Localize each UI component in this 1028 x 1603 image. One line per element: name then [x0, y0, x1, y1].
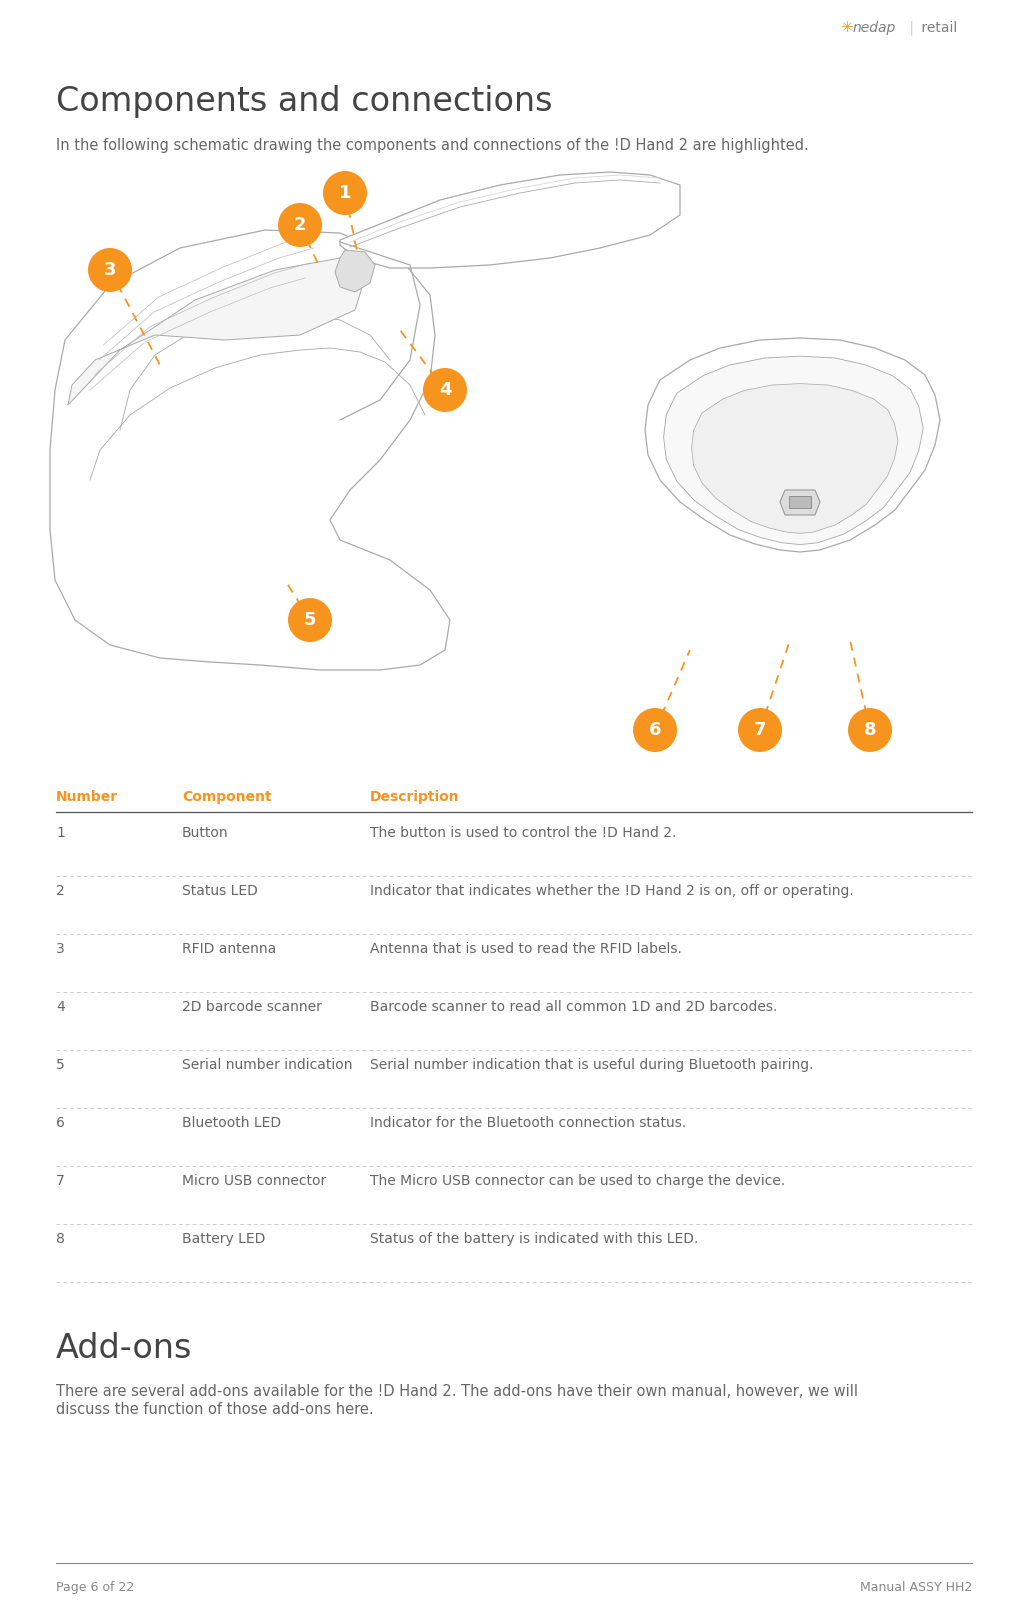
Text: Manual ASSY HH2: Manual ASSY HH2 — [859, 1581, 972, 1593]
Text: 2D barcode scanner: 2D barcode scanner — [182, 1000, 322, 1015]
Text: 1: 1 — [56, 826, 65, 840]
Text: Components and connections: Components and connections — [56, 85, 552, 119]
Text: Number: Number — [56, 790, 118, 805]
Text: |: | — [905, 21, 914, 35]
Text: ✳: ✳ — [840, 21, 853, 35]
Text: Button: Button — [182, 826, 228, 840]
Text: 4: 4 — [56, 1000, 65, 1015]
Polygon shape — [692, 383, 898, 534]
Polygon shape — [645, 338, 940, 551]
Text: retail: retail — [917, 21, 957, 35]
Polygon shape — [335, 250, 375, 292]
Text: 2: 2 — [294, 216, 306, 234]
Text: Micro USB connector: Micro USB connector — [182, 1173, 326, 1188]
Text: 7: 7 — [754, 721, 766, 739]
Polygon shape — [68, 258, 365, 406]
Circle shape — [323, 172, 367, 215]
Text: The Micro USB connector can be used to charge the device.: The Micro USB connector can be used to c… — [370, 1173, 785, 1188]
Text: Indicator for the Bluetooth connection status.: Indicator for the Bluetooth connection s… — [370, 1116, 687, 1130]
Bar — [790, 495, 811, 508]
Polygon shape — [50, 229, 450, 670]
Text: RFID antenna: RFID antenna — [182, 943, 277, 955]
Text: 6: 6 — [56, 1116, 65, 1130]
Text: 7: 7 — [56, 1173, 65, 1188]
Text: 3: 3 — [56, 943, 65, 955]
Text: Antenna that is used to read the RFID labels.: Antenna that is used to read the RFID la… — [370, 943, 682, 955]
Polygon shape — [664, 356, 923, 545]
Text: Barcode scanner to read all common 1D and 2D barcodes.: Barcode scanner to read all common 1D an… — [370, 1000, 777, 1015]
Text: 6: 6 — [649, 721, 661, 739]
Circle shape — [738, 709, 782, 752]
Circle shape — [633, 709, 677, 752]
Text: Indicator that indicates whether the !D Hand 2 is on, off or operating.: Indicator that indicates whether the !D … — [370, 883, 853, 898]
Circle shape — [278, 204, 322, 247]
Text: nedap: nedap — [853, 21, 896, 35]
Text: Component: Component — [182, 790, 271, 805]
Text: 3: 3 — [104, 261, 116, 279]
Text: Battery LED: Battery LED — [182, 1233, 265, 1246]
Text: Add-ons: Add-ons — [56, 1332, 192, 1366]
Text: 4: 4 — [439, 382, 451, 399]
Text: 5: 5 — [303, 611, 317, 628]
Text: 8: 8 — [864, 721, 876, 739]
Text: discuss the function of those add-ons here.: discuss the function of those add-ons he… — [56, 1403, 373, 1417]
Circle shape — [288, 598, 332, 641]
Text: Status LED: Status LED — [182, 883, 258, 898]
Circle shape — [88, 248, 132, 292]
Text: Description: Description — [370, 790, 460, 805]
Text: Serial number indication: Serial number indication — [182, 1058, 353, 1072]
Polygon shape — [340, 172, 680, 268]
Text: In the following schematic drawing the components and connections of the !D Hand: In the following schematic drawing the c… — [56, 138, 809, 152]
Text: 5: 5 — [56, 1058, 65, 1072]
Circle shape — [423, 369, 467, 412]
Text: Status of the battery is indicated with this LED.: Status of the battery is indicated with … — [370, 1233, 698, 1246]
Text: 2: 2 — [56, 883, 65, 898]
Text: 8: 8 — [56, 1233, 65, 1246]
Polygon shape — [780, 491, 820, 515]
Text: 1: 1 — [339, 184, 352, 202]
Text: Serial number indication that is useful during Bluetooth pairing.: Serial number indication that is useful … — [370, 1058, 813, 1072]
Text: There are several add-ons available for the !D Hand 2. The add-ons have their ow: There are several add-ons available for … — [56, 1383, 858, 1399]
Text: Page 6 of 22: Page 6 of 22 — [56, 1581, 135, 1593]
Text: The button is used to control the !D Hand 2.: The button is used to control the !D Han… — [370, 826, 676, 840]
Circle shape — [848, 709, 892, 752]
Text: Bluetooth LED: Bluetooth LED — [182, 1116, 281, 1130]
